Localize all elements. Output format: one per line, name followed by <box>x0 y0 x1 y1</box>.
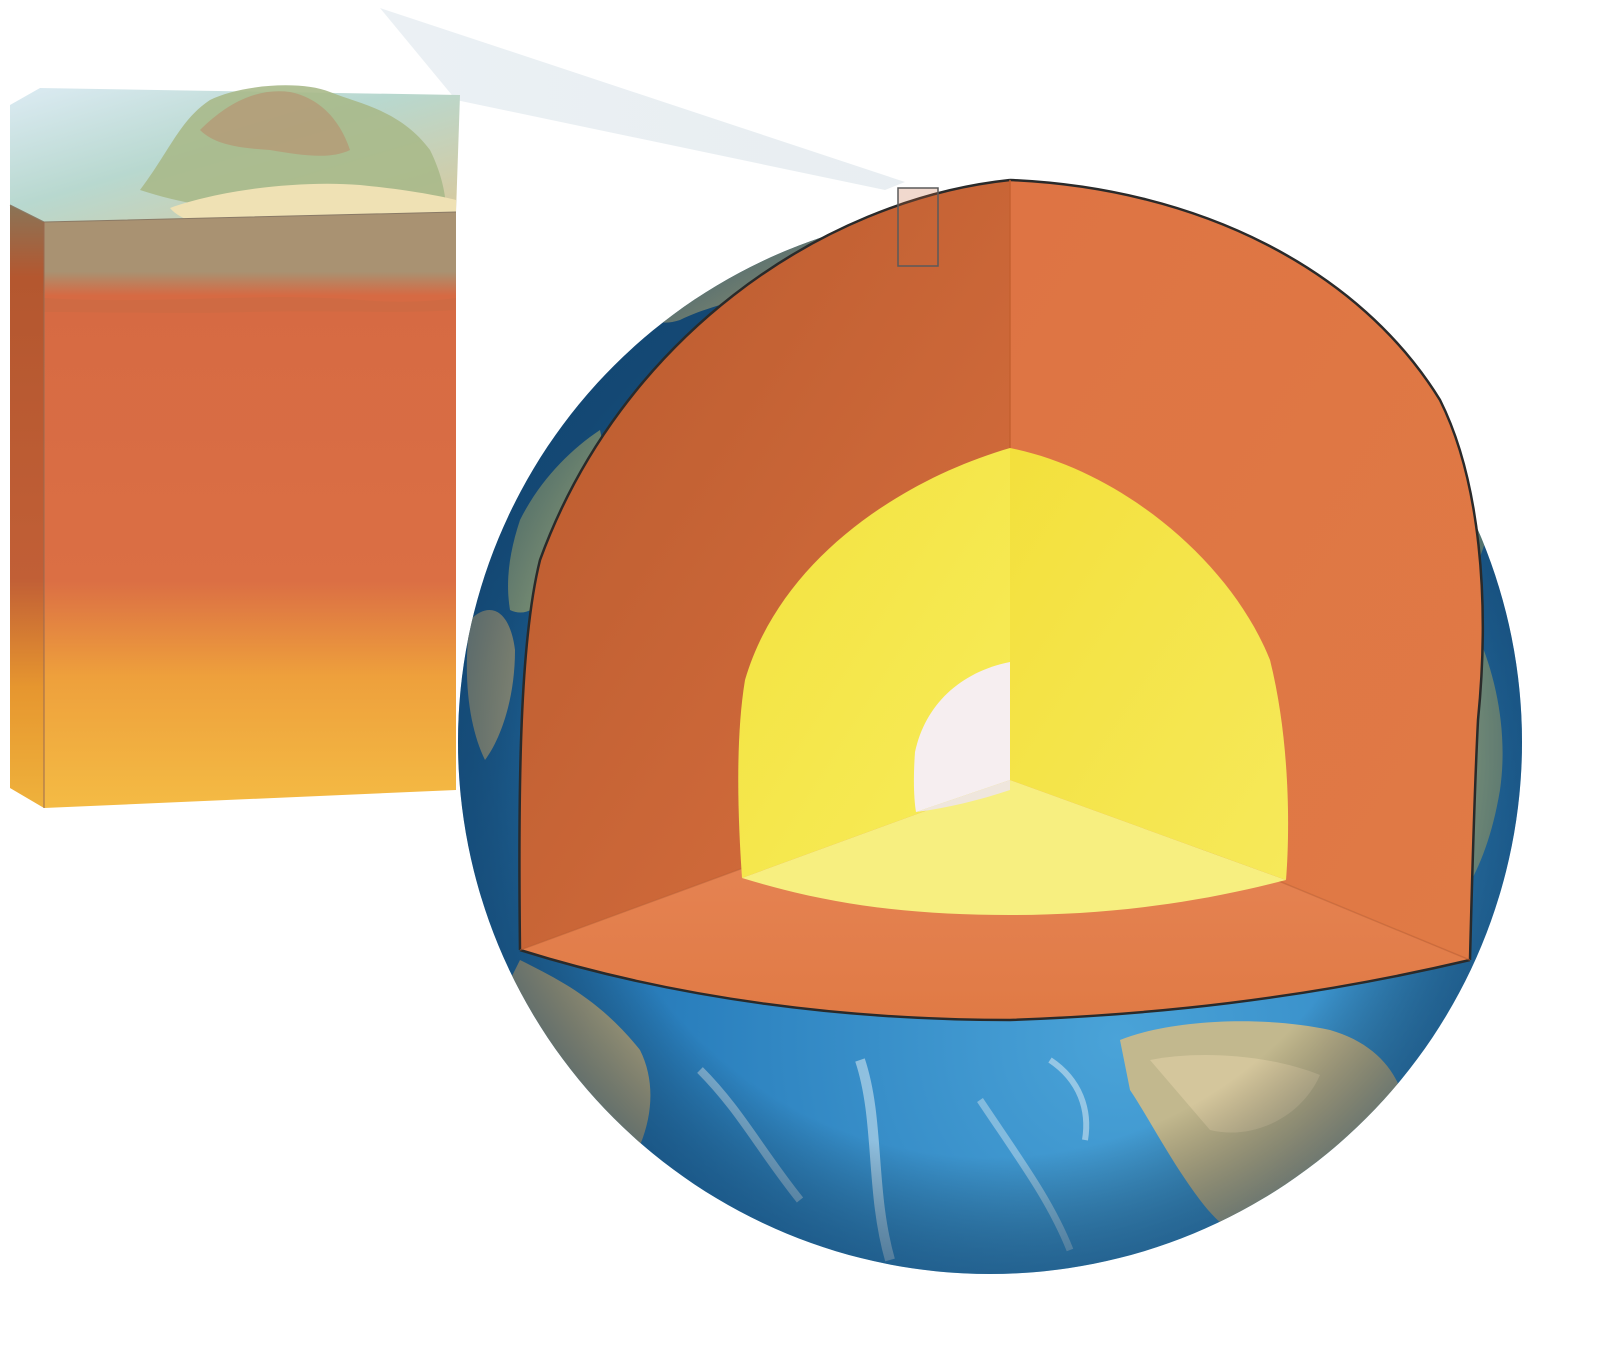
zoom-connector-wedge <box>380 8 905 190</box>
zoom-marker-box <box>897 187 939 267</box>
inner-core <box>913 662 1010 812</box>
crust-edge-bottom <box>519 948 1471 1022</box>
outer-core-floor <box>742 780 1286 915</box>
outer-core-right-face <box>1010 448 1289 880</box>
crust-mantle-block <box>9 85 460 808</box>
cutaway-section <box>518 178 1485 1022</box>
block-front-face <box>44 212 456 808</box>
block-side-face <box>10 205 44 808</box>
crust-edge-left <box>518 178 1011 951</box>
crust-edge-right <box>1009 178 1485 961</box>
